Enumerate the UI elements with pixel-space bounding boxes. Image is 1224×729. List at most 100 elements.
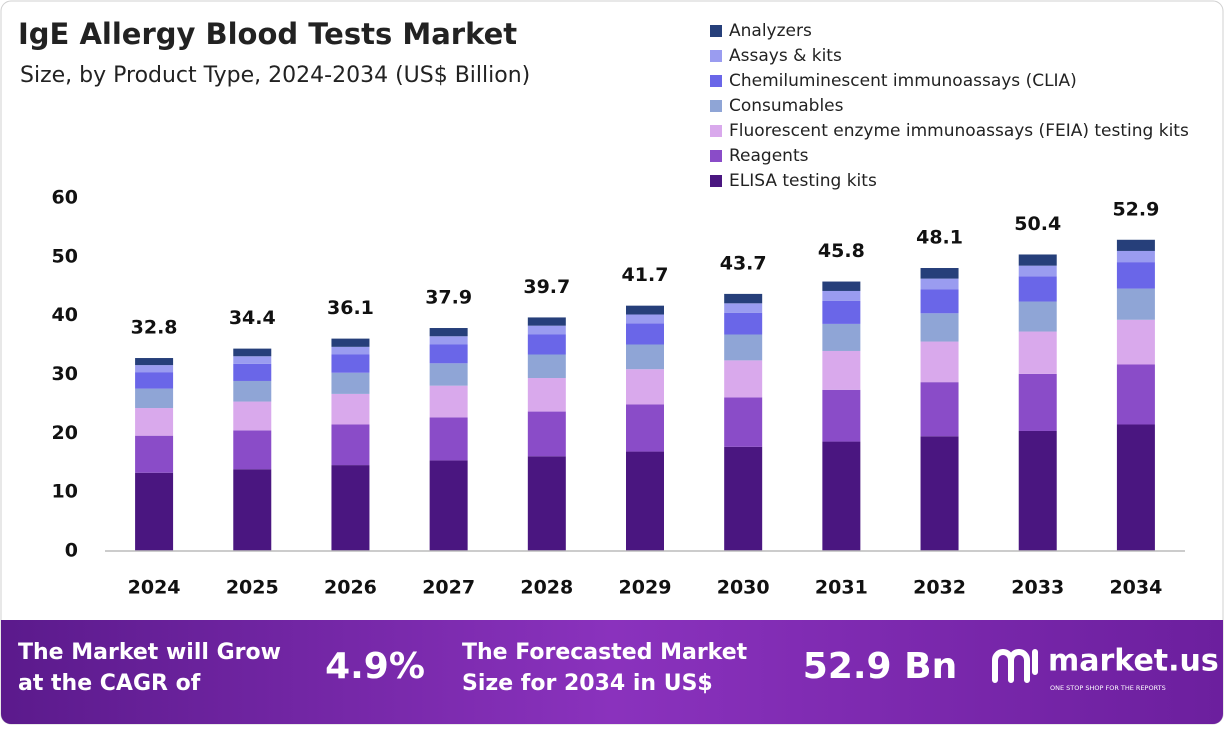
legend-swatch — [710, 25, 722, 37]
brand-tagline: ONE STOP SHOP FOR THE REPORTS — [1050, 684, 1166, 692]
x-tick-label: 2027 — [422, 577, 475, 599]
bar-segment — [920, 436, 959, 551]
forecast-text: Size for 2034 in US$ — [462, 671, 713, 696]
bar-segment — [920, 268, 959, 279]
bar-segment — [724, 303, 763, 313]
bar-segment — [724, 360, 763, 398]
bar-segment — [822, 350, 861, 390]
total-label: 45.8 — [818, 240, 865, 262]
legend-swatch — [710, 75, 722, 87]
bar-segment — [331, 346, 370, 355]
bar-segment — [1116, 288, 1155, 320]
cagr-text: at the CAGR of — [18, 671, 201, 696]
total-label: 52.9 — [1112, 198, 1159, 220]
bar-segment — [626, 344, 664, 370]
bar-segment — [822, 389, 861, 442]
bar-segment — [724, 312, 763, 335]
x-tick-label: 2025 — [226, 577, 279, 599]
bar-segment — [626, 305, 664, 315]
bar-segment — [626, 323, 664, 345]
bar-segment — [233, 401, 272, 431]
bar-segment — [1018, 301, 1057, 332]
chart-subtitle: Size, by Product Type, 2024-2034 (US$ Bi… — [20, 63, 530, 88]
legend-label: Analyzers — [729, 21, 812, 41]
bar-segment — [920, 289, 959, 314]
x-tick-label: 2034 — [1109, 577, 1162, 599]
bar-segment — [920, 341, 959, 383]
x-tick-label: 2030 — [717, 577, 770, 599]
bar-segment — [233, 348, 272, 357]
bar-segment — [920, 382, 959, 437]
bar-segment — [527, 325, 566, 335]
bar-segment — [429, 336, 468, 345]
bar-segment — [331, 465, 370, 551]
bar-segment — [527, 334, 566, 355]
x-tick-label: 2033 — [1011, 577, 1064, 599]
bar-segment — [527, 354, 566, 379]
brand-logo — [992, 649, 1038, 683]
bar-segment — [822, 323, 861, 351]
bar-segment — [920, 313, 959, 342]
legend: ELISA testing kits Reagents Fluorescent en… — [710, 21, 1189, 191]
y-tick-label: 0 — [65, 540, 78, 562]
bar-segment — [1018, 373, 1057, 431]
bar-segment — [527, 411, 566, 457]
bar-segment — [626, 404, 664, 452]
bar-segment — [429, 460, 468, 551]
bar-segment — [626, 369, 664, 405]
legend-label: ELISA testing kits — [729, 171, 877, 191]
bar-segment — [1018, 276, 1057, 302]
bar-segment — [724, 397, 763, 447]
legend-label: Assays & kits — [729, 46, 842, 66]
bar-segment — [1116, 364, 1155, 425]
bar-segment — [724, 334, 763, 361]
bar-segment — [920, 278, 959, 290]
total-label: 32.8 — [131, 317, 178, 339]
bar-segment — [135, 435, 174, 473]
bar-segment — [527, 317, 566, 326]
bar-segment — [331, 338, 370, 347]
bar-segment — [331, 424, 370, 466]
bar-segment — [135, 472, 174, 551]
legend-label: Consumables — [729, 96, 844, 116]
bar-segment — [1018, 265, 1057, 277]
x-tick-label: 2026 — [324, 577, 377, 599]
footer-banner — [1, 620, 1223, 724]
bar-segment — [527, 456, 566, 551]
x-tick-label: 2029 — [619, 577, 672, 599]
bar-segment — [135, 365, 174, 373]
legend-swatch — [710, 150, 722, 162]
total-label: 36.1 — [327, 297, 374, 319]
bar-segment — [1116, 424, 1155, 551]
y-tick-label: 20 — [52, 422, 78, 444]
bar-segment — [233, 469, 272, 551]
cagr-text: The Market will Grow — [18, 640, 281, 665]
bar-segment — [331, 354, 370, 373]
bar-segment — [724, 293, 763, 304]
forecast-value: 52.9 Bn — [803, 646, 957, 687]
y-tick-label: 60 — [52, 187, 78, 209]
cagr-value: 4.9% — [325, 646, 425, 687]
legend-swatch — [710, 125, 722, 137]
brand: market.us — [1048, 644, 1219, 679]
bar-segment — [822, 281, 861, 291]
total-label: 43.7 — [720, 252, 767, 274]
bar-segment — [1116, 239, 1155, 251]
bar-segment — [429, 417, 468, 461]
legend-label: Chemiluminescent immunoassays (CLIA) — [729, 71, 1077, 91]
bar-segment — [1116, 262, 1155, 289]
bar-segment — [822, 441, 861, 551]
bar-segment — [429, 363, 468, 386]
bar-segment — [626, 451, 664, 551]
bar-segment — [527, 378, 566, 412]
bar-segment — [1018, 254, 1057, 266]
bar-segment — [1116, 250, 1155, 263]
x-tick-label: 2031 — [815, 577, 868, 599]
y-tick-label: 50 — [52, 245, 78, 267]
legend-label: Fluorescent enzyme immunoassays (FEIA) t… — [729, 121, 1189, 141]
x-tick-label: 2032 — [913, 577, 966, 599]
bar-segment — [135, 388, 174, 409]
bar-segment — [233, 363, 272, 381]
total-label: 34.4 — [229, 307, 276, 329]
bar-segment — [233, 356, 272, 364]
